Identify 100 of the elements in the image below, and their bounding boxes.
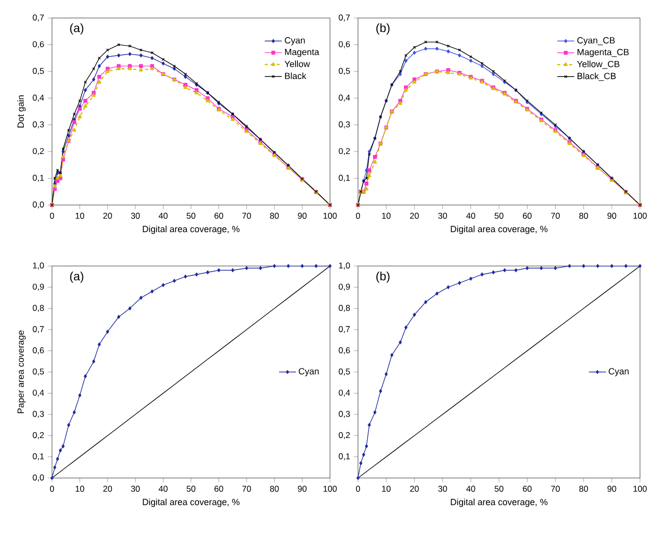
x-tick-label: 70 [242,486,251,492]
x-tick-label: 20 [103,212,112,219]
legend-label: Yellow_CB [577,60,620,69]
y-tick-label: 0,7 [32,326,44,334]
legend-label: Cyan [284,37,305,46]
y-tick-label: 0,5 [338,368,350,376]
y-tick-label: 0,5 [338,68,350,75]
y-tick-label: 0,5 [32,368,44,376]
legend-label: Black_CB [578,72,616,81]
y-tick-label: 0,7 [338,14,350,22]
x-tick-label: 30 [131,486,140,492]
legend-label: Cyan [298,368,319,376]
x-tick-label: 30 [438,212,447,219]
y-axis-title: Paper area coverage [18,330,26,414]
legend-label: Cyan_CB [577,37,615,46]
y-tick-label: 0,7 [338,326,350,334]
legend-label: Magenta_CB [578,48,629,57]
chart-title: (b) [376,23,390,35]
x-tick-label: 60 [522,212,532,219]
x-tick-label: 10 [382,486,391,492]
x-tick-label: 40 [158,212,168,219]
y-tick-label: 1,0 [33,262,44,270]
x-tick-label: 80 [579,212,588,219]
x-tick-label: 50 [186,486,196,492]
y-tick-label: 0,3 [32,121,44,128]
y-tick-label: 0,0 [32,474,44,482]
y-tick-label: 0,0 [32,202,44,208]
y-tick-label: 0,6 [338,41,350,48]
y-tick-label: 0,4 [338,390,350,397]
x-tick-label: 20 [103,486,112,492]
x-tick-label: 10 [382,212,391,219]
x-tick-label: 80 [270,486,279,492]
legend-label: Cyan [608,368,629,376]
y-tick-label: 0,3 [32,410,44,418]
legend-label: Magenta [285,48,320,57]
x-tick-label: 100 [634,212,647,219]
y-tick-label: 0,4 [32,94,44,102]
x-tick-label: 50 [494,486,504,492]
x-axis-title: Digital area coverage, % [450,498,548,507]
x-tick-label: 0 [356,212,360,219]
y-tick-label: 0,5 [32,68,44,75]
x-axis-title: Digital area coverage, % [142,498,240,507]
x-tick-label: 30 [131,212,140,219]
x-tick-label: 60 [214,486,224,492]
x-tick-label: 70 [551,486,560,492]
y-tick-label: 0,2 [32,148,44,156]
x-tick-label: 10 [76,212,84,219]
x-tick-label: 60 [522,486,532,492]
y-tick-label: 0,6 [32,41,44,48]
x-tick-label: 90 [607,212,616,219]
x-tick-label: 60 [214,212,224,219]
y-tick-label: 0,3 [338,410,350,418]
x-tick-label: 90 [298,486,307,492]
x-tick-label: 40 [466,212,476,219]
x-tick-label: 100 [324,486,337,492]
x-axis-title: Digital area coverage, % [450,226,548,234]
y-tick-label: 0,3 [338,121,350,128]
y-tick-label: 0,4 [338,94,350,102]
y-tick-label: 0,7 [32,14,44,22]
x-tick-label: 20 [410,486,419,492]
y-tick-label: 0,1 [32,453,44,460]
x-axis-title: Digital area coverage, % [142,226,240,234]
y-axis-title: Dot gain [17,95,26,128]
x-tick-label: 80 [270,212,279,219]
x-tick-label: 20 [410,212,419,219]
x-tick-label: 100 [634,486,647,492]
x-tick-label: 30 [438,486,447,492]
legend-label: Yellow [284,60,310,68]
x-tick-label: 0 [50,212,54,219]
x-tick-label: 40 [158,486,168,492]
x-tick-label: 10 [76,486,84,492]
x-tick-label: 0 [50,486,54,492]
legend-label: Black [285,72,306,80]
x-tick-label: 50 [494,212,504,219]
x-tick-label: 40 [466,486,476,492]
chart-title: (b) [376,272,390,283]
x-tick-label: 70 [242,212,251,219]
x-tick-label: 90 [298,212,307,219]
y-tick-label: 0,9 [32,284,44,291]
y-tick-label: 0,6 [338,347,350,354]
y-tick-label: 0,2 [338,148,350,156]
y-tick-label: 0,4 [32,390,44,397]
chart-title: (a) [70,272,84,283]
chart-title: (a) [70,23,84,35]
y-tick-label: 0,2 [32,432,44,440]
y-tick-label: 0,1 [338,453,350,460]
x-tick-label: 100 [324,212,337,219]
x-tick-label: 50 [186,212,196,219]
x-tick-label: 80 [579,486,588,492]
x-tick-label: 0 [356,486,360,492]
x-tick-label: 90 [607,486,616,492]
x-tick-label: 70 [551,212,560,219]
y-tick-label: 0,1 [32,174,44,182]
y-tick-label: 0,1 [338,174,350,182]
y-tick-label: 0,9 [338,284,350,291]
y-tick-label: 0,8 [338,304,350,312]
y-tick-label: 0,6 [32,347,44,354]
y-tick-label: 0,2 [338,432,350,440]
y-tick-label: 0,8 [32,304,44,312]
y-tick-label: 1,0 [339,262,350,270]
